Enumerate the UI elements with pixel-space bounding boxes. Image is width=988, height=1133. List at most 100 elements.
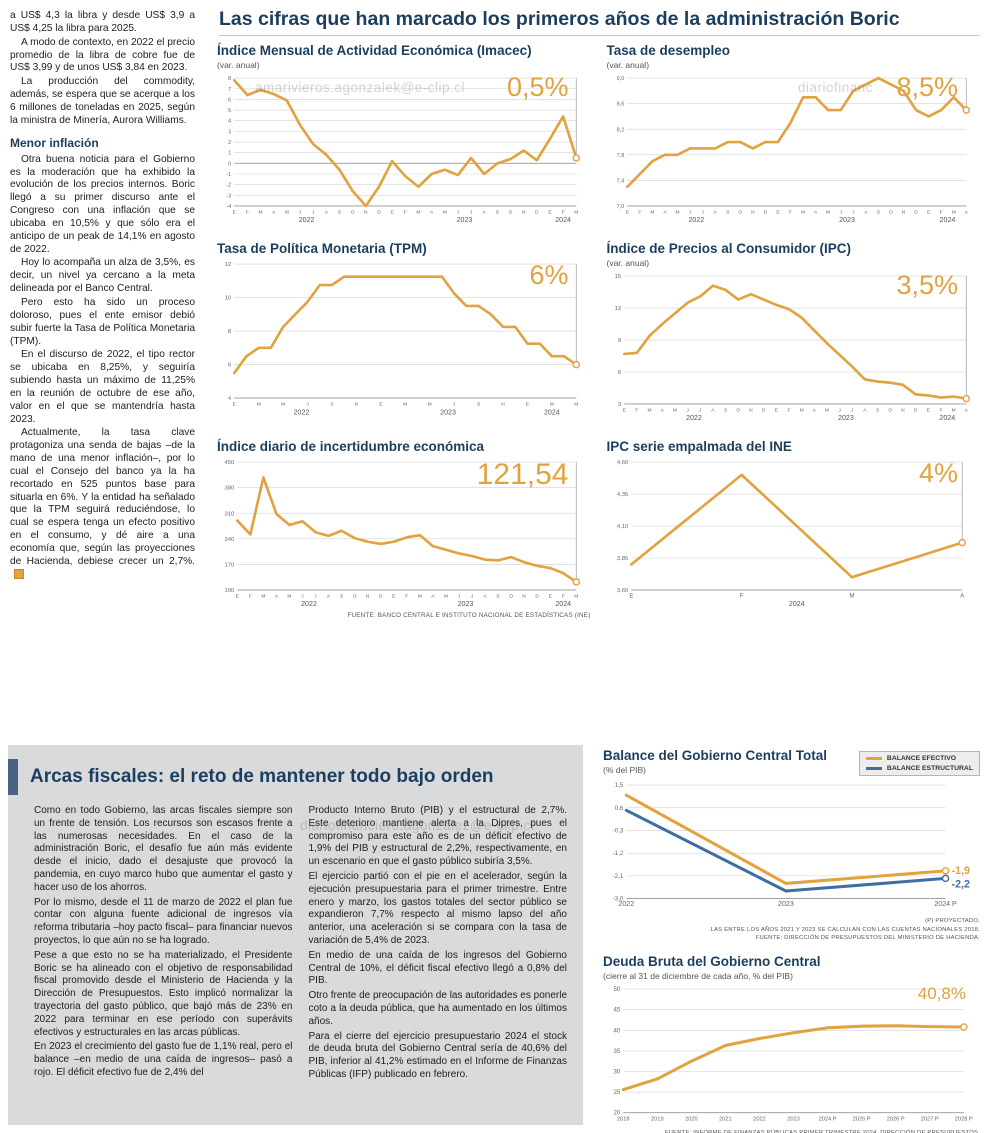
fiscal-box-title: Arcas fiscales: el reto de mantener todo… xyxy=(30,766,494,787)
svg-text:D: D xyxy=(379,594,383,600)
svg-text:O: O xyxy=(888,408,892,414)
svg-text:30: 30 xyxy=(613,1069,620,1076)
balance-titles: Balance del Gobierno Central Total (% de… xyxy=(603,748,828,777)
legend-label: BALANCE ESTRUCTURAL xyxy=(886,765,973,772)
svg-text:3,85: 3,85 xyxy=(616,556,628,562)
svg-text:12: 12 xyxy=(225,262,232,268)
svg-text:D: D xyxy=(377,209,381,215)
svg-text:-3,0: -3,0 xyxy=(613,895,624,902)
chart-title: Balance del Gobierno Central Total xyxy=(603,748,828,763)
article-paragraph: A modo de contexto, en 2022 el precio pr… xyxy=(10,36,195,74)
svg-text:2028 P: 2028 P xyxy=(955,1116,973,1122)
bottom-section: Arcas fiscales: el reto de mantener todo… xyxy=(0,745,988,1133)
svg-text:J: J xyxy=(851,408,854,414)
svg-text:M: M xyxy=(799,408,803,414)
svg-text:-3: -3 xyxy=(226,193,231,199)
charts-section: Las cifras que han marcado los primeros … xyxy=(205,8,988,619)
svg-text:M: M xyxy=(444,594,448,600)
svg-text:O: O xyxy=(509,594,513,600)
svg-text:M: M xyxy=(647,408,651,414)
efectivo-swatch-icon xyxy=(865,757,882,760)
article-paragraph: a US$ 4,3 la libra y desde US$ 3,9 a US$… xyxy=(10,10,195,34)
svg-text:35: 35 xyxy=(613,1048,620,1055)
svg-text:E: E xyxy=(390,209,394,215)
svg-text:F: F xyxy=(562,594,565,600)
svg-text:J: J xyxy=(457,209,460,215)
svg-text:M: M xyxy=(261,594,265,600)
svg-text:M: M xyxy=(951,408,955,414)
chart-subtitle: (var. anual) xyxy=(217,59,260,70)
svg-text:N: N xyxy=(522,209,526,215)
chart-title: Índice diario de incertidumbre económica xyxy=(217,439,485,455)
svg-text:4,60: 4,60 xyxy=(616,460,628,466)
svg-text:40: 40 xyxy=(613,1027,620,1034)
chart-tpm: Tasa de Política Monetaria (TPM) 12 10 8 6 4… xyxy=(217,241,591,424)
svg-text:A: A xyxy=(325,209,329,215)
svg-text:F: F xyxy=(249,594,252,600)
svg-text:3: 3 xyxy=(617,402,621,408)
svg-text:F: F xyxy=(635,408,638,414)
svg-text:N: N xyxy=(901,408,905,414)
svg-text:F: F xyxy=(405,594,408,600)
svg-text:A: A xyxy=(711,408,715,414)
svg-text:A: A xyxy=(272,209,276,215)
svg-text:E: E xyxy=(233,402,237,408)
fiscal-paragraph: Otro frente de preocupación de las autor… xyxy=(308,990,568,1027)
svg-text:A: A xyxy=(964,209,968,215)
svg-text:M: M xyxy=(418,594,422,600)
svg-text:J: J xyxy=(839,209,842,215)
svg-text:F: F xyxy=(787,408,790,414)
svg-text:M: M xyxy=(801,209,805,215)
svg-text:E: E xyxy=(926,209,930,215)
svg-text:E: E xyxy=(774,408,778,414)
svg-text:S: S xyxy=(477,402,481,408)
svg-text:2024: 2024 xyxy=(939,216,955,224)
deuda-latest-value: 40,8% xyxy=(917,984,966,1004)
svg-text:E: E xyxy=(629,593,633,600)
svg-text:A: A xyxy=(430,209,434,215)
fiscal-paragraph: Pese a que esto no se ha materializado, … xyxy=(34,949,293,1038)
svg-text:J: J xyxy=(306,402,309,408)
svg-text:3,60: 3,60 xyxy=(616,588,628,594)
fiscal-paragraph: El ejercicio partió con el pie en el ace… xyxy=(308,870,568,946)
svg-text:J: J xyxy=(453,402,456,408)
svg-text:A: A xyxy=(327,594,331,600)
svg-text:N: N xyxy=(749,408,753,414)
svg-text:100: 100 xyxy=(224,588,235,594)
svg-text:2023: 2023 xyxy=(778,900,794,908)
svg-text:J: J xyxy=(312,209,315,215)
svg-text:E: E xyxy=(392,594,396,600)
tpm-latest-value: 6% xyxy=(529,260,569,291)
svg-text:M: M xyxy=(428,402,432,408)
svg-text:240: 240 xyxy=(224,537,235,543)
note: FUENTE: DIRECCIÓN DE PRESUPUESTOS DEL MI… xyxy=(755,935,980,942)
chart-subtitle: (var. anual) xyxy=(606,59,650,70)
svg-text:S: S xyxy=(496,594,500,600)
svg-text:2018: 2018 xyxy=(617,1116,630,1122)
svg-text:2023: 2023 xyxy=(839,216,855,224)
svg-text:6: 6 xyxy=(228,97,231,103)
svg-text:A: A xyxy=(964,408,968,414)
copper-article-column: a US$ 4,3 la libra y desde US$ 3,9 a US$… xyxy=(0,8,205,619)
chart-title: Índice Mensual de Actividad Económica (I… xyxy=(217,43,532,58)
chart-subtitle: (% del PIB) xyxy=(603,764,646,775)
svg-text:2022: 2022 xyxy=(301,600,317,608)
svg-text:5: 5 xyxy=(228,108,231,114)
svg-text:S: S xyxy=(338,209,342,215)
svg-text:M: M xyxy=(574,594,578,600)
fiscal-paragraph: Para el cierre del ejercicio presupuesta… xyxy=(308,1030,568,1080)
title-accent-bar xyxy=(8,759,18,795)
svg-text:-2: -2 xyxy=(226,183,231,189)
svg-text:M: M xyxy=(650,209,654,215)
svg-text:A: A xyxy=(863,408,867,414)
svg-text:M: M xyxy=(443,209,447,215)
chart-subtitle: (cierre al 31 de diciembre de cada año, … xyxy=(603,971,793,982)
svg-text:O: O xyxy=(736,408,740,414)
article-paragraph: Pero esto ha sido un proceso doloroso, p… xyxy=(10,296,195,347)
svg-text:2026 P: 2026 P xyxy=(887,1116,905,1122)
svg-text:A: A xyxy=(431,594,435,600)
svg-text:170: 170 xyxy=(224,562,235,568)
fiscal-box-columns: Como en todo Gobierno, las arcas fiscale… xyxy=(24,805,567,1084)
